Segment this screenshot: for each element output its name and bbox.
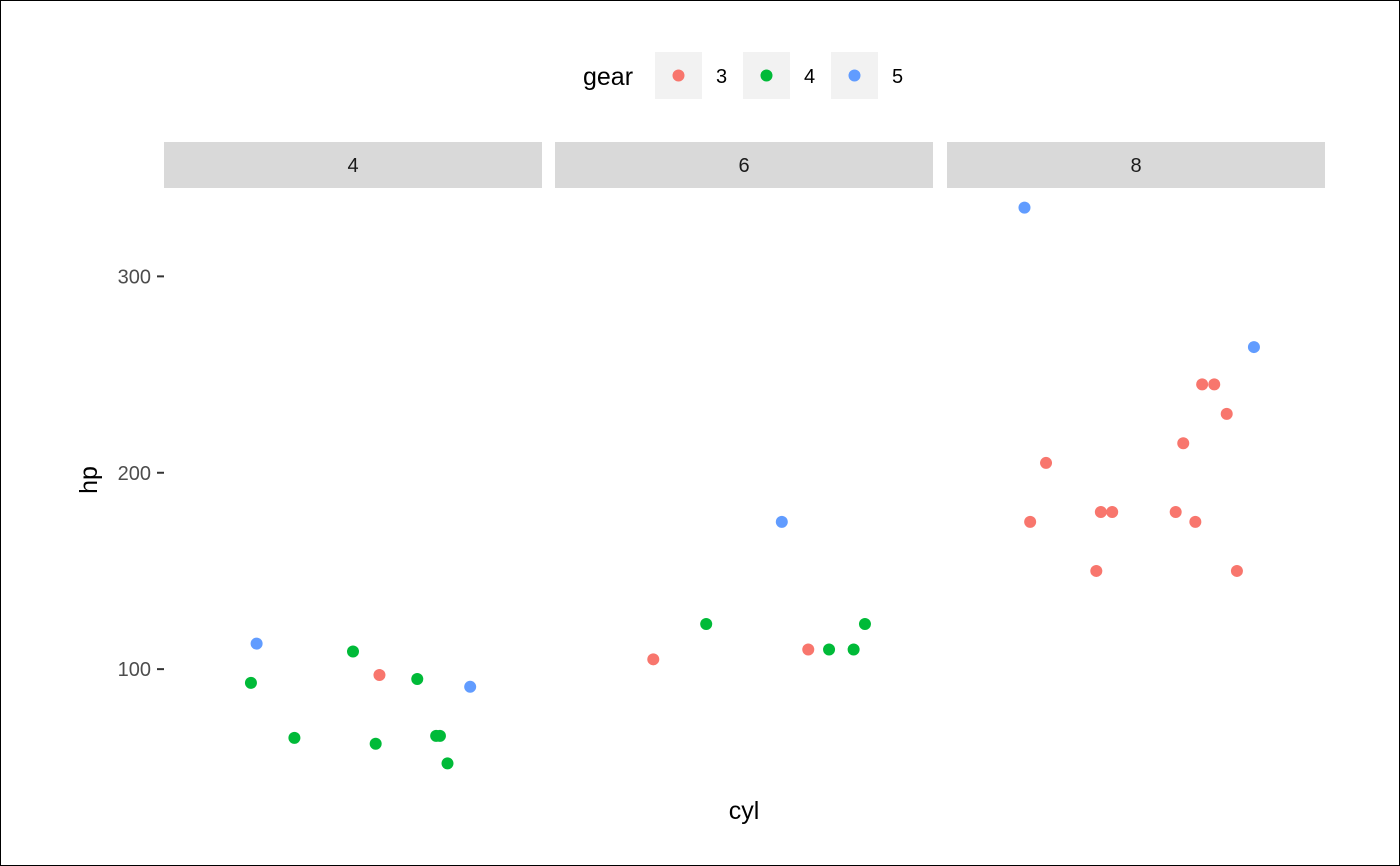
facet-strip-label: 6 <box>738 155 749 177</box>
data-point <box>1208 378 1221 391</box>
data-point <box>1196 378 1209 391</box>
data-point <box>373 669 386 682</box>
facet-strip-8 <box>947 142 1325 188</box>
data-point <box>369 737 382 750</box>
legend-label-5: 5 <box>892 66 903 88</box>
legend-title: gear <box>583 63 633 91</box>
x-axis-title: cyl <box>729 797 760 825</box>
data-point <box>847 643 860 656</box>
facet-strips: 4 6 8 <box>164 142 1325 188</box>
legend-key-dot <box>760 69 773 82</box>
data-point <box>1247 341 1260 354</box>
legend-key-dot <box>848 69 861 82</box>
data-point <box>775 515 788 528</box>
data-point <box>250 637 263 650</box>
facet-strip-6 <box>555 142 933 188</box>
y-tick-label: 300 <box>118 266 151 288</box>
legend-label-3: 3 <box>716 66 727 88</box>
y-tick-label: 200 <box>118 463 151 485</box>
y-tick-label: 100 <box>118 659 151 681</box>
data-point <box>1090 564 1103 577</box>
data-point <box>244 676 257 689</box>
data-point <box>1024 515 1037 528</box>
data-point <box>1230 564 1243 577</box>
data-point <box>858 617 871 630</box>
y-axis: 100 200 300 <box>118 266 164 681</box>
data-point <box>411 672 424 685</box>
facet-strip-4 <box>164 142 542 188</box>
data-point <box>1106 506 1119 519</box>
data-point <box>433 729 446 742</box>
data-point <box>700 617 713 630</box>
data-point <box>1220 407 1233 420</box>
data-point <box>441 757 454 770</box>
data-point <box>347 645 359 658</box>
legend-label-4: 4 <box>804 66 815 88</box>
legend: gear 3 4 5 <box>583 52 903 99</box>
y-axis-title: hp <box>75 466 103 494</box>
data-point <box>1189 515 1202 528</box>
data-point <box>1040 456 1053 469</box>
data-point <box>802 643 815 656</box>
facet-strip-label: 4 <box>347 155 358 177</box>
data-point <box>647 653 660 666</box>
data-point <box>1177 437 1190 450</box>
data-points <box>244 201 1260 770</box>
data-point <box>823 643 836 656</box>
legend-key-dot <box>672 69 685 82</box>
data-point <box>288 731 301 744</box>
data-point <box>464 680 477 693</box>
data-point <box>1169 506 1182 519</box>
data-point <box>1094 506 1107 519</box>
data-point <box>1018 201 1031 214</box>
facet-strip-label: 8 <box>1130 155 1141 177</box>
